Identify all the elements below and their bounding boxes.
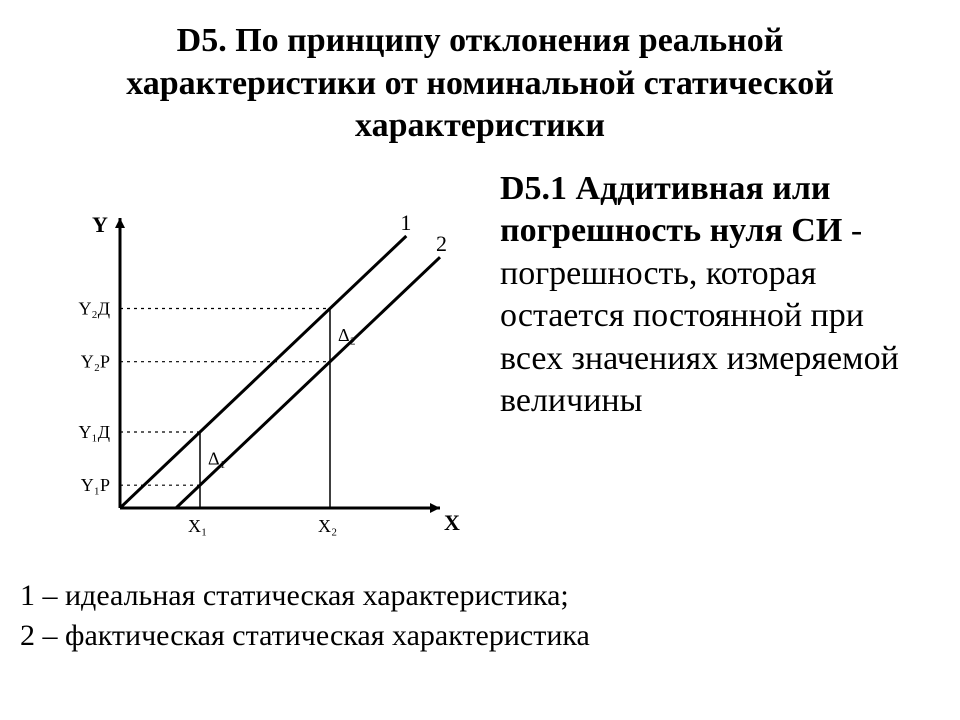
legend-block: 1 – идеальная статическая характеристика… [20, 576, 940, 657]
svg-text:Y₂Р: Y₂Р [81, 351, 110, 371]
content-row: X Y 12 X₁ X₂ Y₂Д Y₂Р Y₁Д Y₁Р Δ₁ Δ₂ D5.1 Аддитивная… [20, 168, 940, 558]
svg-text:X: X [444, 510, 460, 535]
legend-line-2: 2 – фактическая статическая характеристи… [20, 616, 940, 657]
definition-block: D5.1 Аддитивная или погрешность нуля СИ … [500, 168, 930, 423]
definition-lead: D5.1 Аддитивная или погрешность нуля СИ [500, 170, 842, 250]
page-title: D5. По принципу отклонения реальной хара… [30, 20, 930, 148]
svg-text:Y₁Р: Y₁Р [81, 475, 110, 495]
svg-text:X₂: X₂ [318, 516, 337, 536]
svg-text:Y: Y [92, 212, 108, 237]
chart-column: X Y 12 X₁ X₂ Y₂Д Y₂Р Y₁Д Y₁Р Δ₁ Δ₂ [20, 168, 480, 558]
additive-error-chart: X Y 12 X₁ X₂ Y₂Д Y₂Р Y₁Д Y₁Р Δ₁ Δ₂ [40, 198, 460, 558]
page: D5. По принципу отклонения реальной хара… [0, 0, 960, 720]
svg-text:Y₂Д: Y₂Д [78, 298, 110, 318]
svg-text:X₁: X₁ [188, 516, 207, 536]
svg-text:Δ₂: Δ₂ [338, 325, 356, 345]
svg-text:Δ₁: Δ₁ [208, 448, 226, 468]
title-line-1: D5. По принципу отклонения реальной [177, 22, 784, 59]
text-column: D5.1 Аддитивная или погрешность нуля СИ … [500, 168, 940, 423]
title-line-2: характеристики от номинальной статическо… [126, 65, 834, 102]
svg-text:Y₁Д: Y₁Д [78, 422, 110, 442]
legend-line-1: 1 – идеальная статическая характеристика… [20, 576, 940, 617]
svg-text:2: 2 [436, 231, 447, 256]
svg-text:1: 1 [400, 210, 411, 235]
title-line-3: характеристики [355, 107, 605, 144]
